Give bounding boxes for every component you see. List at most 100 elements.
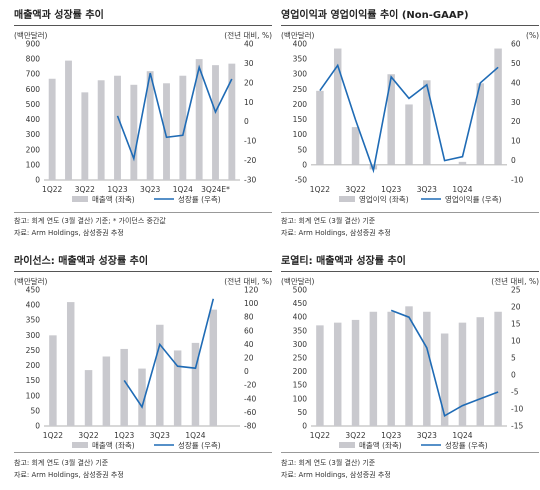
x-tick-label: 3Q22 [345,185,365,194]
left-tick-label: 0 [302,422,307,431]
left-tick-label: 150 [293,381,308,390]
x-tick-label: 1Q24 [452,185,472,194]
left-tick-label: 300 [293,340,308,349]
chart-svg: (백만달러) (전년 대비, %)050100150200250300350400… [14,276,272,450]
right-tick-label: 40 [244,340,254,349]
right-tick-label: 20 [244,354,254,363]
left-tick-label: 250 [26,346,41,355]
right-tick-label: 60 [244,326,254,335]
bar [351,127,360,165]
title-rule [14,25,272,26]
x-tick-label: 3Q22 [75,185,95,194]
bar [138,368,146,426]
bar [173,350,182,426]
left-tick-label: 0 [35,176,40,185]
left-tick-label: 900 [26,40,41,49]
left-axis-unit: (백만달러) [281,30,315,40]
left-tick-label: 500 [293,286,308,295]
right-tick-label: 10 [244,98,254,107]
left-tick-label: 100 [293,130,308,139]
left-tick-label: 300 [26,331,41,340]
chart-note: 참고: 회계 연도 (3월 결산) 기준 [14,459,109,467]
legend-swatch-bar [72,442,88,448]
title-rule [281,25,539,26]
right-tick-label: -5 [511,388,519,397]
right-tick-label: 0 [244,117,249,126]
legend-label-bar: 매출액 (좌축) [92,194,135,204]
right-tick-label: -10 [244,137,256,146]
bar [130,84,138,180]
series-line [319,63,499,174]
legend-swatch-bar [339,442,355,448]
x-tick-label: 3Q23 [140,185,160,194]
right-tick-label: 0 [511,371,516,380]
right-tick-label: 40 [511,78,521,87]
bar [120,348,128,426]
bar [156,324,164,426]
left-tick-label: 200 [293,367,308,376]
left-tick-label: -50 [295,176,307,185]
chart-source: 자료: Arm Holdings, 삼성증권 추정 [14,229,124,237]
bar [146,71,154,180]
right-tick-label: 100 [244,299,259,308]
left-tick-label: 300 [293,70,308,79]
bar [49,335,57,426]
bar [458,161,467,165]
left-tick-label: 150 [26,376,41,385]
bar [423,311,431,426]
right-tick-label: 15 [511,320,521,329]
chart-svg: (백만달러) (전년 대비, %)050100150200250300350400… [281,276,539,450]
panel-royalty: 로열티: 매출액과 성장률 추이 (백만달러) (전년 대비, %) 0 50 100 1… [281,252,540,490]
left-axis-unit: (백만달러) [14,276,48,286]
right-tick-label: 60 [511,40,521,49]
right-tick-label: 0 [511,156,516,165]
left-tick-label: 800 [26,55,41,64]
x-tick-label: 3Q23 [417,431,437,440]
right-tick-label: 80 [244,313,254,322]
bar [228,63,236,181]
right-tick-label: 20 [511,303,521,312]
bar [212,65,219,180]
right-tick-label: -20 [244,156,256,165]
x-tick-label: 1Q23 [107,185,127,194]
bar [476,83,485,165]
left-tick-label: 200 [293,100,308,109]
note-rule [14,212,272,213]
left-tick-label: 350 [26,316,41,325]
legend-label-line: 성장률 (우측) [445,440,488,450]
left-tick-label: 600 [26,85,41,94]
bar [209,309,218,426]
bar [423,80,431,165]
bar [102,356,111,426]
bar [195,59,203,180]
left-tick-label: 100 [293,394,308,403]
right-tick-label: 10 [511,337,521,346]
right-tick-label: -60 [244,408,256,417]
panel-license: 라이선스: 매출액과 성장률 추이 (백만달러) (전년 대비, %) 0 50 100… [14,252,274,490]
series-line [123,298,215,409]
bar [405,104,413,165]
chart-svg: (백만달러) (%) -50 0 50 100 150 200 250 300 350 400 -10 0… [281,30,539,204]
bar [163,83,170,180]
left-tick-label: 400 [26,301,41,310]
right-tick-label: 40 [244,40,254,49]
legend-label-bar: 매출액 (좌축) [92,440,135,450]
legend-label-bar: 매출액 (좌축) [359,440,402,450]
legend-swatch-bar [72,196,88,202]
right-tick-label: 50 [511,59,521,68]
left-tick-label: 250 [293,354,308,363]
x-tick-label: 3Q24E* [201,185,230,194]
bar [333,48,342,165]
bar [179,75,187,180]
x-tick-label: 1Q22 [310,185,330,194]
panel-revenue: 매출액과 성장률 추이 (백만달러) (전년 대비, %) 0 100 200 300 40… [14,6,274,244]
note-rule [281,212,539,213]
bar [405,306,413,426]
bar [476,317,485,426]
bar [369,311,378,426]
left-tick-label: 400 [293,313,308,322]
left-tick-label: 0 [35,422,40,431]
bar [333,322,342,426]
bar [84,370,93,426]
chart-title: 매출액과 성장률 추이 [14,10,104,21]
